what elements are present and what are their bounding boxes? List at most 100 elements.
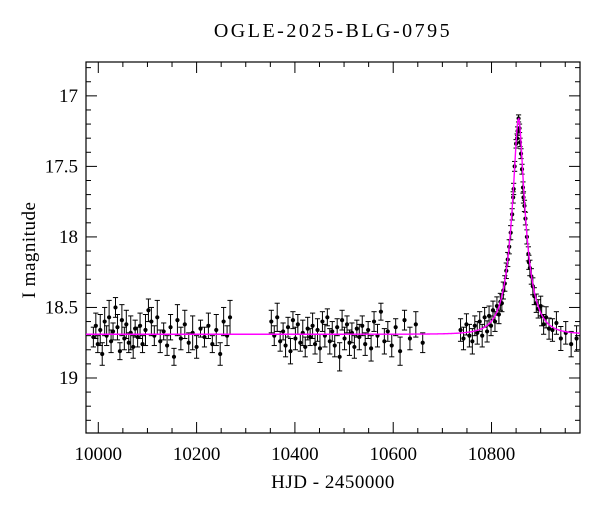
data-point [221,319,226,324]
data-point [371,319,377,324]
data-point [275,315,280,320]
data-point [131,344,136,350]
data-point [352,344,357,350]
photometry-points [90,114,580,372]
x-tick-label: 10400 [271,444,319,465]
x-axis-label: HJD - 2450000 [271,472,395,493]
data-point [198,326,203,331]
data-point [492,319,498,324]
data-point [113,305,118,310]
data-point [393,325,398,330]
y-tick-label: 18.5 [45,297,78,318]
data-point [124,322,129,327]
data-point [290,318,296,323]
data-point [342,336,347,341]
data-point [335,325,340,330]
data-point [202,334,207,340]
x-tick-label: 10000 [75,444,123,465]
data-point [366,327,371,333]
data-point [385,329,390,334]
data-point [554,320,559,326]
data-point [470,339,475,344]
data-point [98,327,103,333]
data-point [480,333,485,338]
data-point [168,325,173,330]
data-point [496,312,501,317]
plot-frame [85,61,581,434]
data-point [283,343,288,348]
data-point [194,344,199,350]
data-point [143,327,148,333]
data-point [546,326,552,331]
data-point [298,340,303,345]
data-point [269,319,274,324]
data-point [344,322,350,327]
data-point [218,351,223,357]
data-point [464,322,469,327]
data-point [315,327,320,333]
data-point [407,336,413,341]
data-point [337,354,342,359]
data-point [320,319,325,324]
data-point [360,323,365,328]
data-point [115,325,120,330]
data-point [161,329,166,334]
data-point [182,322,187,327]
data-point [288,349,293,354]
data-point [303,344,308,350]
data-point [227,315,233,320]
data-point [402,318,407,323]
data-point [339,318,345,323]
data-point [178,336,183,341]
y-tick-label: 17.5 [45,156,78,177]
data-point [467,333,472,338]
y-tick-label: 17 [59,86,78,107]
data-point [149,319,154,324]
data-point [317,346,323,351]
data-point [378,309,384,314]
data-point [363,342,368,347]
x-tick-label: 10600 [369,444,417,465]
data-point [281,329,286,334]
chart-title: OGLE-2025-BLG-0795 [213,20,453,42]
data-point [186,340,191,345]
data-point [569,342,574,347]
data-point [102,319,107,324]
data-point [165,343,170,348]
x-tick-label: 10800 [468,444,516,465]
data-point [488,323,494,328]
data-point [477,319,482,324]
data-point [382,339,387,344]
model-curve [86,117,581,335]
data-point [293,336,298,341]
data-point [119,318,124,323]
data-point [295,322,300,327]
data-point [413,322,418,327]
data-point [210,342,215,347]
data-point [397,349,403,354]
data-point [107,315,112,320]
data-point [461,336,466,341]
data-point [100,351,105,357]
data-point [354,326,359,331]
data-point [155,315,160,320]
data-point [574,336,579,341]
data-point [558,336,563,341]
data-point [458,327,463,333]
data-point [137,323,143,328]
data-point [420,340,425,345]
y-tick-label: 18 [59,227,78,248]
data-point [482,315,487,320]
data-point [206,323,211,328]
data-point [171,354,177,359]
data-point [214,327,219,333]
data-point [175,318,180,323]
data-point [332,343,337,348]
data-point [110,329,116,334]
data-point [310,323,315,328]
data-point [330,329,335,334]
data-point [285,325,291,330]
data-point [472,323,477,328]
